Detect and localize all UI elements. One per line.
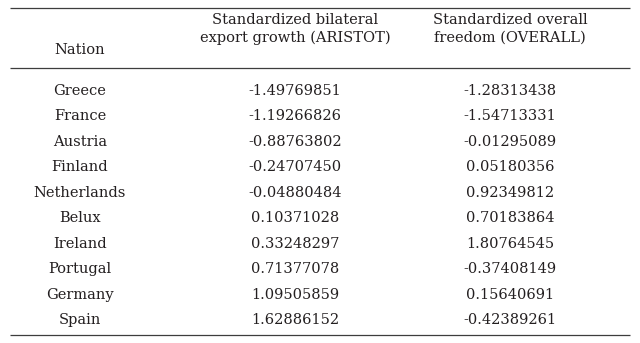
Text: 0.70183864: 0.70183864 <box>466 211 554 225</box>
Text: Greece: Greece <box>54 84 106 98</box>
Text: -0.42389261: -0.42389261 <box>463 313 557 327</box>
Text: 0.15640691: 0.15640691 <box>466 288 554 302</box>
Text: France: France <box>54 109 106 123</box>
Text: Finland: Finland <box>52 160 108 174</box>
Text: Austria: Austria <box>53 135 107 149</box>
Text: -1.54713331: -1.54713331 <box>463 109 556 123</box>
Text: 1.80764545: 1.80764545 <box>466 237 554 251</box>
Text: -1.49769851: -1.49769851 <box>248 84 341 98</box>
Text: Belux: Belux <box>59 211 101 225</box>
Text: -0.01295089: -0.01295089 <box>463 135 557 149</box>
Text: -0.24707450: -0.24707450 <box>248 160 342 174</box>
Text: 1.62886152: 1.62886152 <box>251 313 339 327</box>
Text: Netherlands: Netherlands <box>34 186 126 200</box>
Text: -0.37408149: -0.37408149 <box>463 262 557 276</box>
Text: Standardized bilateral: Standardized bilateral <box>212 13 378 27</box>
Text: -1.19266826: -1.19266826 <box>248 109 342 123</box>
Text: Nation: Nation <box>54 43 106 57</box>
Text: 0.33248297: 0.33248297 <box>251 237 339 251</box>
Text: 0.05180356: 0.05180356 <box>466 160 554 174</box>
Text: -1.28313438: -1.28313438 <box>463 84 557 98</box>
Text: -0.04880484: -0.04880484 <box>248 186 342 200</box>
Text: export growth (ARISTOT): export growth (ARISTOT) <box>200 31 390 45</box>
Text: 0.92349812: 0.92349812 <box>466 186 554 200</box>
Text: Standardized overall: Standardized overall <box>433 13 588 27</box>
Text: 1.09505859: 1.09505859 <box>251 288 339 302</box>
Text: freedom (OVERALL): freedom (OVERALL) <box>434 31 586 45</box>
Text: Portugal: Portugal <box>49 262 111 276</box>
Text: Ireland: Ireland <box>53 237 107 251</box>
Text: 0.71377078: 0.71377078 <box>251 262 339 276</box>
Text: -0.88763802: -0.88763802 <box>248 135 342 149</box>
Text: 0.10371028: 0.10371028 <box>251 211 339 225</box>
Text: Spain: Spain <box>59 313 101 327</box>
Text: Germany: Germany <box>46 288 114 302</box>
